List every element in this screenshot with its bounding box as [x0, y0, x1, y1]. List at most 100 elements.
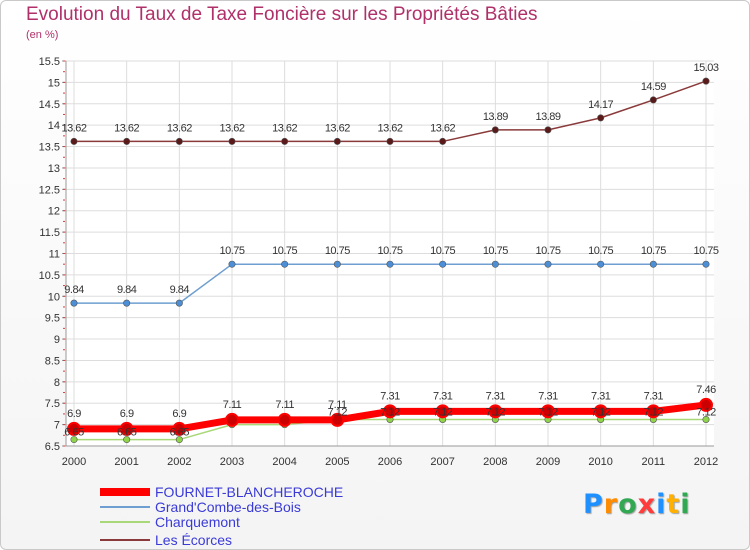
legend-swatch-fournet — [100, 488, 150, 496]
y-tick-label: 13 — [48, 163, 60, 175]
data-label-grand-combe: 10.75 — [219, 245, 244, 257]
data-label-grand-combe: 10.75 — [272, 245, 297, 257]
data-label-charquemont: 7.12 — [486, 406, 506, 418]
data-label-les-ecorces: 13.62 — [219, 122, 244, 134]
data-label-fournet: 7.46 — [696, 384, 716, 396]
data-label-fournet: 7.31 — [433, 390, 453, 402]
data-point-grand-combe — [491, 260, 499, 268]
data-point-les-ecorces — [702, 77, 710, 85]
data-point-les-ecorces — [597, 114, 605, 122]
logo-letter: o — [618, 489, 638, 520]
y-tick-label: 10.5 — [39, 270, 60, 282]
data-point-les-ecorces — [491, 126, 499, 134]
legend-swatch-charquemont — [100, 521, 150, 523]
y-tick-label: 15.5 — [39, 56, 60, 68]
data-label-fournet: 7.11 — [275, 399, 294, 411]
data-point-fournet — [593, 404, 608, 419]
y-tick-label: 11 — [49, 249, 60, 261]
data-point-fournet — [435, 404, 450, 419]
data-point-fournet — [225, 412, 239, 427]
data-point-grand-combe — [439, 260, 447, 268]
data-label-fournet: 6.9 — [120, 408, 134, 420]
x-tick-label: 2008 — [483, 456, 507, 468]
data-point-charquemont — [702, 415, 710, 423]
data-label-les-ecorces: 13.89 — [483, 111, 508, 123]
data-label-fournet: 6.9 — [172, 408, 186, 420]
y-tick-label: 11.5 — [39, 227, 60, 239]
data-point-les-ecorces — [649, 96, 657, 104]
data-label-grand-combe: 10.75 — [430, 245, 455, 257]
logo-letter: P — [583, 489, 604, 520]
x-tick-label: 2011 — [642, 456, 666, 468]
data-point-charquemont — [175, 436, 183, 444]
y-tick-label: 6.5 — [45, 441, 60, 453]
logo-letter: i — [680, 489, 691, 520]
data-point-grand-combe — [175, 299, 183, 307]
data-point-grand-combe — [333, 260, 341, 268]
legend-item-fournet: FOURNET-BLANCHEROCHE — [100, 484, 420, 500]
data-point-grand-combe — [702, 260, 710, 268]
data-label-grand-combe: 10.75 — [535, 245, 560, 257]
data-label-fournet: 7.31 — [591, 390, 611, 402]
data-point-fournet — [488, 404, 503, 419]
legend-item-charquemont: Charquemont — [100, 514, 420, 530]
legend-swatch-les-ecorces — [100, 539, 150, 541]
data-point-les-ecorces — [70, 137, 78, 145]
data-label-charquemont: 7.12 — [328, 406, 348, 418]
legend-item-grand-combe: Grand'Combe-des-Bois — [100, 499, 420, 515]
y-tick-label: 7 — [54, 420, 60, 432]
axes: 6.577.588.599.51010.51111.51212.51313.51… — [39, 56, 719, 468]
data-label-grand-combe: 9.84 — [64, 284, 84, 296]
data-label-fournet: 7.31 — [486, 390, 506, 402]
data-label-grand-combe: 10.75 — [641, 245, 666, 257]
data-point-charquemont — [70, 436, 78, 444]
data-point-les-ecorces — [281, 137, 289, 145]
data-point-grand-combe — [386, 260, 394, 268]
x-tick-label: 2012 — [694, 456, 718, 468]
y-tick-label: 13.5 — [39, 142, 60, 154]
data-point-fournet — [646, 404, 661, 419]
data-label-fournet: 7.31 — [644, 390, 664, 402]
data-point-les-ecorces — [439, 137, 447, 145]
y-tick-label: 9 — [54, 334, 60, 346]
data-label-charquemont: 7.12 — [538, 406, 558, 418]
x-tick-label: 2004 — [272, 456, 296, 468]
data-label-les-ecorces: 13.89 — [535, 111, 560, 123]
data-point-fournet — [330, 412, 345, 427]
data-point-fournet — [383, 404, 397, 419]
data-point-les-ecorces — [228, 137, 236, 145]
logo-letter: r — [603, 489, 619, 520]
proxiti-logo: Proxiti — [583, 489, 691, 520]
y-tick-label: 10 — [48, 291, 60, 303]
y-tick-label: 14.5 — [39, 99, 60, 111]
legend-label-les-ecorces: Les Écorces — [155, 532, 233, 548]
data-point-les-ecorces — [386, 137, 394, 145]
data-point-fournet — [699, 397, 713, 412]
data-point-fournet — [172, 421, 187, 436]
legend-label-grand-combe: Grand'Combe-des-Bois — [155, 499, 301, 515]
data-label-les-ecorces: 13.62 — [167, 122, 192, 134]
data-label-les-ecorces: 14.59 — [641, 81, 666, 93]
y-tick-label: 12.5 — [39, 184, 60, 196]
x-tick-label: 2010 — [588, 456, 612, 468]
grid — [66, 60, 714, 447]
data-point-fournet — [119, 421, 134, 436]
legend-label-charquemont: Charquemont — [155, 514, 240, 530]
data-label-grand-combe: 10.75 — [483, 245, 508, 257]
logo-letter: t — [666, 489, 681, 520]
data-label-grand-combe: 10.75 — [325, 245, 350, 257]
data-labels: 6.9 6.9 6.9 7.11 7.11 7.11 7.31 7.31 7.31 7.31 7.3… — [61, 62, 719, 438]
y-tick-label: 8.5 — [45, 355, 60, 367]
data-point-les-ecorces — [123, 137, 131, 145]
data-label-les-ecorces: 13.62 — [430, 122, 455, 134]
data-label-charquemont: 7.12 — [644, 406, 664, 418]
data-label-grand-combe: 9.84 — [117, 284, 137, 296]
series-group — [67, 77, 713, 444]
logo-letter: i — [656, 489, 667, 520]
data-label-les-ecorces: 13.62 — [61, 122, 86, 134]
x-tick-label: 2002 — [167, 456, 191, 468]
data-label-charquemont: 7.12 — [696, 406, 716, 418]
data-point-grand-combe — [281, 260, 289, 268]
x-tick-label: 2003 — [220, 456, 244, 468]
data-point-fournet — [67, 421, 81, 436]
